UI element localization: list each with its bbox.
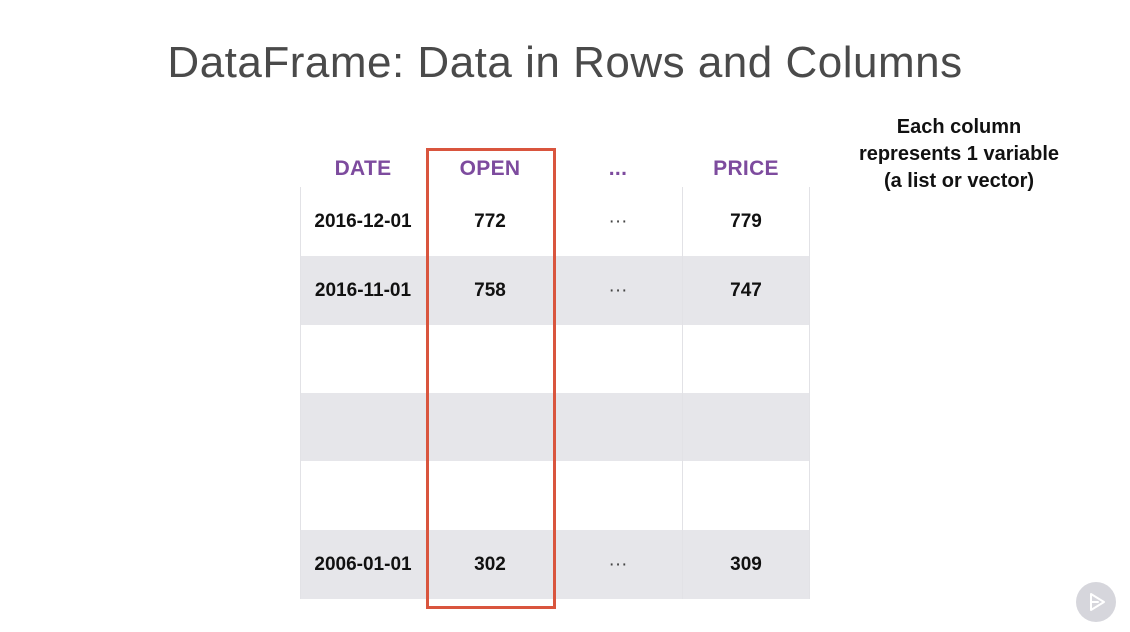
slide-title: DataFrame: Data in Rows and Columns [167,38,963,87]
cell-date [300,325,426,394]
header-date: DATE [334,157,392,180]
cell-open: 772 [474,211,506,232]
column-note: Each column represents 1 variable (a lis… [828,114,1090,195]
column-note-line-2: represents 1 variable [858,143,1060,165]
column-divider [300,187,301,599]
cell-open: 302 [474,554,506,575]
column-divider [682,187,683,599]
cell-open: 758 [474,280,506,301]
cell-date [300,461,426,530]
cell-price: 747 [730,280,762,301]
header-ellipsis: ... [608,157,628,180]
header-open: OPEN [459,157,521,180]
play-icon [1090,593,1105,611]
cell-date: 2006-01-01 [314,554,412,575]
cell-price [682,393,810,462]
column-divider [809,187,810,599]
cell-price [682,461,810,530]
cell-ellipsis: ··· [608,280,628,301]
header-price: PRICE [713,157,779,180]
cell-date: 2016-12-01 [314,211,412,232]
cell-price: 779 [730,211,762,232]
cell-date: 2016-11-01 [314,280,412,301]
cell-ellipsis [554,325,682,394]
cell-price: 309 [730,554,762,575]
column-note-line-3: (a list or vector) [883,170,1035,192]
open-column-highlight [426,148,556,609]
cell-date [300,393,426,462]
cell-price [682,325,810,394]
cell-ellipsis: ··· [608,211,628,232]
column-note-line-1: Each column [896,116,1022,138]
table-header: DATE OPEN ... PRICE [300,154,810,184]
cell-ellipsis: ··· [608,554,628,575]
play-button[interactable] [1076,582,1116,622]
cell-ellipsis [554,461,682,530]
cell-ellipsis [554,393,682,462]
